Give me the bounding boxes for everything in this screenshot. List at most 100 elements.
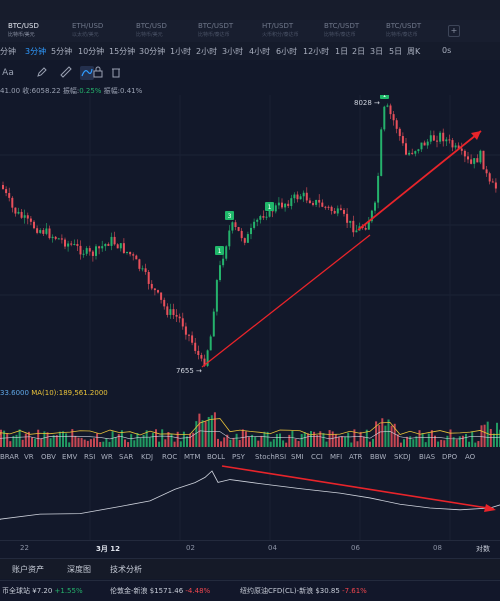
timeframe-2h[interactable]: 2小时 xyxy=(196,47,218,56)
candle-body xyxy=(11,197,14,208)
candle-body xyxy=(246,234,249,243)
timeframe-week[interactable]: 周K xyxy=(407,47,421,56)
volume-bar xyxy=(406,436,409,447)
symbol-tab[interactable]: BTC/USDT 比特币/泰达币 xyxy=(198,22,234,38)
volume-bar xyxy=(489,428,492,447)
text-tool-button[interactable]: Aa xyxy=(2,68,14,78)
symbol-tab[interactable]: BTC/USD 比特币/美元 xyxy=(136,22,167,38)
candle-body xyxy=(312,203,314,205)
ticker-item[interactable]: 伦敦金-新浪 $1571.46 -4.48% xyxy=(110,587,211,595)
indicator-wr[interactable]: WR xyxy=(101,453,113,461)
indicator-brar[interactable]: BRAR xyxy=(0,453,20,461)
volume-bar xyxy=(297,441,300,447)
volume-bar xyxy=(434,435,436,447)
timeframe-2d[interactable]: 2日 xyxy=(352,47,366,56)
symbol-tab[interactable]: HT/USDT 火币积分/泰达币 xyxy=(262,22,299,38)
volume-bar xyxy=(393,423,396,447)
indicator-rsi[interactable]: RSI xyxy=(84,453,96,461)
symbol-tab[interactable]: BTC/USDT 比特币/泰达币 xyxy=(386,22,422,38)
candle-body xyxy=(178,316,181,319)
ticker-item[interactable]: 币全球站 ¥7.20 +1.55% xyxy=(2,587,83,595)
timeframe-5m[interactable]: 5分钟 xyxy=(51,47,73,56)
candle-body xyxy=(299,196,302,200)
drawing-mode-icon[interactable] xyxy=(80,66,94,80)
candle-body xyxy=(284,203,287,208)
indicator-bbw[interactable]: BBW xyxy=(370,453,387,461)
volume-bar xyxy=(3,430,6,447)
volume-bar xyxy=(390,425,393,447)
timeframe-12h[interactable]: 12小时 xyxy=(303,47,330,56)
ruler-icon[interactable] xyxy=(59,66,73,80)
log-scale-toggle[interactable]: 对数 xyxy=(476,545,490,553)
candle-body xyxy=(85,248,88,254)
time-label: 02 xyxy=(186,544,195,552)
indicator-smi[interactable]: SMI xyxy=(291,453,304,461)
candle-body xyxy=(293,194,296,199)
tab-technical-analysis[interactable]: 技术分析 xyxy=(110,565,142,574)
timeframe-6h[interactable]: 6小时 xyxy=(276,47,298,56)
candle-body xyxy=(39,230,42,233)
trash-icon[interactable] xyxy=(109,66,123,80)
symbol-tab[interactable]: BTC/USDT 比特币/泰达币 xyxy=(324,22,360,38)
candle-body xyxy=(172,309,175,315)
volume-bar xyxy=(71,429,74,447)
volume-bar xyxy=(421,433,424,447)
timeframe-10m[interactable]: 10分钟 xyxy=(78,47,105,56)
timeframe-1h[interactable]: 1小时 xyxy=(170,47,192,56)
add-tab-button[interactable]: + xyxy=(448,25,460,37)
tab-depth-chart[interactable]: 深度图 xyxy=(67,565,91,574)
indicator-boll[interactable]: BOLL xyxy=(207,453,225,461)
candle-body xyxy=(463,150,466,157)
indicator-mtm[interactable]: MTM xyxy=(184,453,201,461)
indicator-psy[interactable]: PSY xyxy=(232,453,245,461)
lock-icon[interactable] xyxy=(91,66,105,80)
timeframe-15m[interactable]: 15分钟 xyxy=(109,47,136,56)
candle-body xyxy=(346,213,349,223)
volume-bar xyxy=(176,431,179,447)
candle-body xyxy=(355,230,358,233)
indicator-kdj[interactable]: KDJ xyxy=(141,453,154,461)
volume-bar xyxy=(86,440,89,447)
volume-bar xyxy=(213,412,216,447)
tab-account-assets[interactable]: 账户资产 xyxy=(12,565,44,574)
timeframe-3m[interactable]: 3分钟 xyxy=(25,47,47,56)
symbol-tab[interactable]: BTC/USD 比特币/美元 xyxy=(8,22,39,38)
symbol-tab[interactable]: ETH/USD 以太坊/美元 xyxy=(72,22,104,38)
volume-bar xyxy=(161,429,164,447)
ticker-item[interactable]: 纽约原油CFD(CL)-新浪 $30.85 -7.61% xyxy=(240,587,367,595)
timeframe-5d[interactable]: 5日 xyxy=(389,47,403,56)
indicator-stochrsi[interactable]: StochRSI xyxy=(255,453,287,461)
indicator-mfi[interactable]: MFI xyxy=(330,453,343,461)
timeframe-4h[interactable]: 4小时 xyxy=(249,47,271,56)
volume-ma-line xyxy=(0,418,500,436)
timeframe-1d[interactable]: 1日 xyxy=(335,47,349,56)
candle-body xyxy=(485,169,488,174)
timeframe-3d[interactable]: 3日 xyxy=(370,47,384,56)
indicator-emv[interactable]: EMV xyxy=(62,453,78,461)
timeframe-30m[interactable]: 30分钟 xyxy=(139,47,166,56)
indicator-skdj[interactable]: SKDJ xyxy=(394,453,411,461)
pen-icon[interactable] xyxy=(35,66,49,80)
candle-body xyxy=(287,203,290,207)
timeframe-3h[interactable]: 3小时 xyxy=(222,47,244,56)
candle-body xyxy=(33,221,35,229)
timeframe-1m[interactable]: 分钟 xyxy=(0,47,16,56)
candle-body xyxy=(296,194,299,200)
candle-body xyxy=(451,140,454,148)
indicator-sar[interactable]: SAR xyxy=(119,453,134,461)
volume-bar xyxy=(275,434,278,447)
indicator-dpo[interactable]: DPO xyxy=(442,453,458,461)
indicator-roc[interactable]: ROC xyxy=(162,453,178,461)
timeframe-0s[interactable]: 0s xyxy=(442,46,452,55)
indicator-atr[interactable]: ATR xyxy=(349,453,363,461)
volume-bar xyxy=(337,436,340,447)
indicator-vr[interactable]: VR xyxy=(24,453,34,461)
indicator-ao[interactable]: AO xyxy=(465,453,476,461)
volume-bar xyxy=(306,433,309,447)
candle-body xyxy=(333,210,336,214)
indicator-obv[interactable]: OBV xyxy=(41,453,56,461)
candle-body xyxy=(352,220,355,233)
indicator-bias[interactable]: BIAS xyxy=(419,453,436,461)
indicator-cci[interactable]: CCI xyxy=(311,453,323,461)
